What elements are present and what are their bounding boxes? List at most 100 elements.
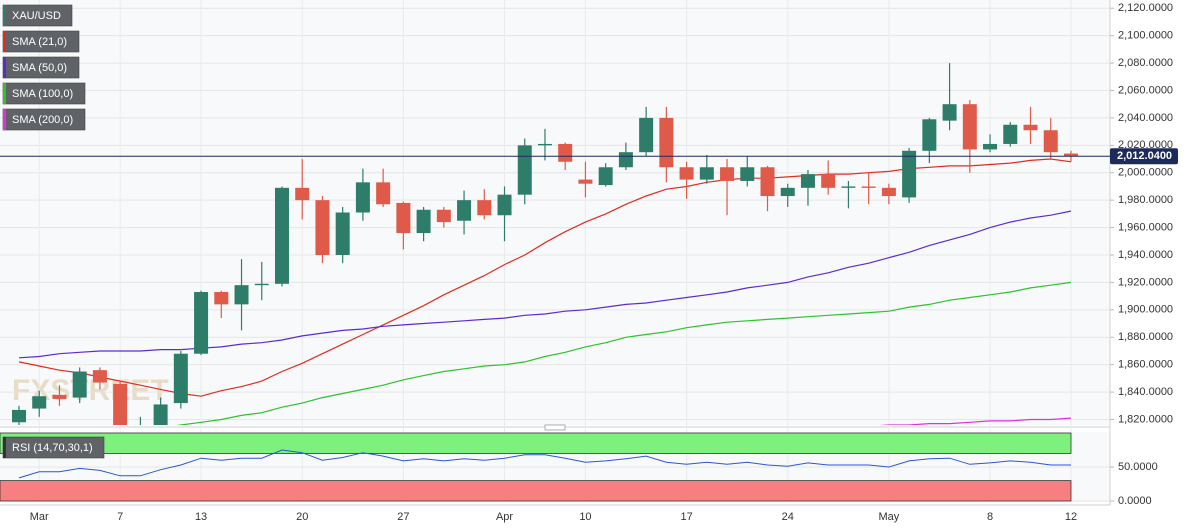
legend-swatch: [3, 437, 6, 458]
candle-body: [517, 145, 532, 195]
legend-swatch: [3, 31, 6, 52]
candle-body: [578, 179, 593, 184]
candle-body: [295, 187, 310, 201]
candle-body: [113, 383, 128, 425]
y-tick-label: 1,980.0000: [1118, 194, 1173, 206]
candle-body: [436, 209, 451, 223]
legend-label: RSI (14,70,30,1): [12, 442, 93, 454]
x-tick-label: 24: [782, 511, 794, 523]
y-tick-label: 2,020.0000: [1118, 139, 1173, 151]
y-tick-label: 1,900.0000: [1118, 304, 1173, 316]
candle-body: [254, 283, 269, 286]
oversold-band: [0, 480, 1072, 502]
candle-body: [153, 404, 168, 425]
candle-body: [861, 186, 876, 188]
x-tick-label: 8: [987, 511, 993, 523]
y-tick-label: 2,100.0000: [1118, 30, 1173, 42]
candle-body: [760, 167, 775, 197]
candle-body: [396, 202, 411, 234]
x-tick-label: 7: [117, 511, 123, 523]
candle-body: [274, 187, 289, 284]
legend-label: SMA (100,0): [12, 88, 73, 100]
candle-body: [800, 174, 815, 188]
candle-body: [1063, 153, 1078, 157]
panel-handle[interactable]: [544, 424, 566, 431]
candle-body: [32, 396, 47, 409]
last-price-label: 2,012.0400: [1117, 150, 1172, 162]
candle-body: [780, 187, 795, 197]
candle-body: [416, 209, 431, 234]
y-tick-label: 1,860.0000: [1118, 359, 1173, 371]
legend-item: SMA (100,0): [2, 82, 86, 105]
candle-body: [52, 394, 67, 399]
sma-line: [176, 281, 1072, 425]
candle-body: [942, 104, 957, 121]
x-tick-label: 13: [195, 511, 207, 523]
candle-body: [983, 143, 998, 150]
y-tick-label: 2,120.0000: [1118, 2, 1173, 14]
legend-swatch: [3, 83, 6, 104]
candle-body: [598, 167, 613, 186]
legend-item: XAU/USD: [2, 4, 73, 27]
candle-body: [173, 353, 188, 404]
x-tick-label: 17: [680, 511, 692, 523]
x-tick-label: 12: [1065, 511, 1077, 523]
candle-body: [821, 174, 836, 188]
x-tick-label: 27: [397, 511, 409, 523]
candle-body: [962, 104, 977, 150]
candle-body: [335, 212, 350, 255]
candle-body: [699, 167, 714, 180]
legend-item: SMA (50,0): [2, 56, 80, 79]
y-tick-label: 2,000.0000: [1118, 167, 1173, 179]
candle-body: [214, 292, 229, 305]
candle-body: [537, 143, 552, 146]
legend-label: SMA (21,0): [12, 36, 67, 48]
y-tick-label: 1,920.0000: [1118, 276, 1173, 288]
candle-body: [558, 143, 573, 162]
candle-body: [881, 187, 896, 197]
legend-swatch: [3, 57, 6, 78]
candle-body: [1003, 124, 1018, 144]
x-tick-label: 10: [579, 511, 591, 523]
candle-body: [659, 117, 674, 168]
candle-body: [618, 152, 633, 168]
legend-label: XAU/USD: [12, 10, 61, 22]
candle-body: [477, 200, 492, 216]
candle-body: [639, 117, 654, 153]
candle-body: [12, 409, 26, 423]
candle-body: [315, 200, 330, 255]
candle-body: [841, 186, 856, 188]
y-tick-label: 1,840.0000: [1118, 386, 1173, 398]
rsi-line: [18, 449, 1071, 479]
candle-body: [355, 182, 370, 213]
y-tick-label: 2,040.0000: [1118, 112, 1173, 124]
candle-body: [376, 182, 391, 205]
candle-body: [922, 119, 937, 151]
y-tick-label: 1,940.0000: [1118, 249, 1173, 261]
candle-body: [234, 285, 249, 305]
candle-body: [679, 167, 694, 180]
x-tick-label: Apr: [496, 511, 513, 523]
candle-body: [457, 200, 472, 221]
candle-body: [902, 150, 917, 198]
legend-swatch: [3, 5, 6, 26]
candle-body: [720, 167, 735, 181]
y-tick-label: 0.0000: [1118, 495, 1152, 507]
y-tick-label: 1,960.0000: [1118, 221, 1173, 233]
x-tick-label: May: [878, 511, 899, 523]
candle-body: [72, 371, 87, 398]
candle-body: [1023, 124, 1038, 131]
candle-body: [92, 370, 107, 383]
last-price-box: [1110, 148, 1178, 165]
legend-item: RSI (14,70,30,1): [2, 436, 105, 459]
sma-line: [880, 417, 1072, 425]
y-tick-label: 50.0000: [1118, 461, 1158, 473]
legend-label: SMA (200,0): [12, 114, 73, 126]
legend-item: SMA (200,0): [2, 108, 86, 131]
y-tick-label: 2,080.0000: [1118, 57, 1173, 69]
sma-line: [18, 158, 1072, 397]
legend-swatch: [3, 109, 6, 130]
overbought-band: [0, 432, 1072, 454]
candle-body: [740, 167, 755, 181]
